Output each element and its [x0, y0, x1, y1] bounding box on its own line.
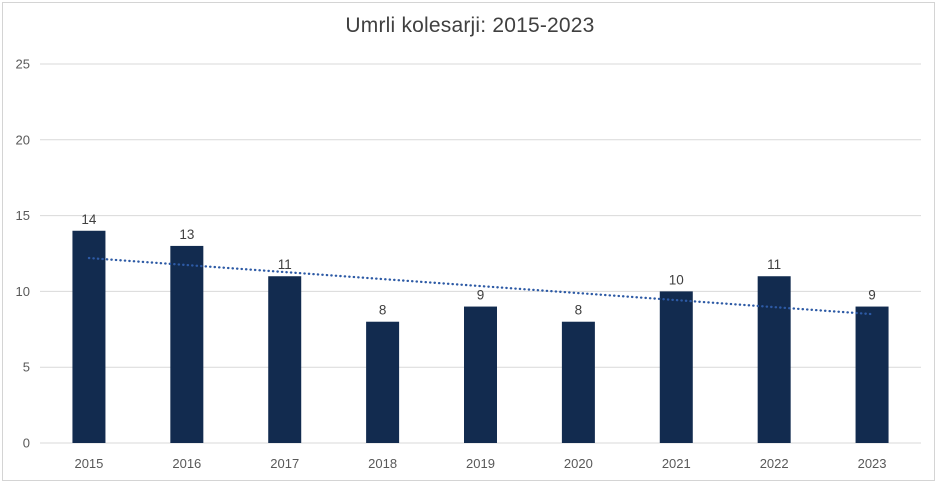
x-tick-label: 2015: [74, 456, 103, 471]
y-tick-label: 25: [16, 57, 30, 72]
bar: [268, 276, 302, 443]
bar-value-label: 8: [575, 303, 583, 318]
bar: [757, 276, 791, 443]
bar-value-label: 9: [868, 288, 876, 303]
bar-value-label: 10: [669, 272, 684, 287]
x-tick-label: 2021: [662, 456, 691, 471]
y-tick-label: 10: [16, 284, 30, 299]
x-tick-label: 2020: [564, 456, 593, 471]
chart-title: Umrli kolesarji: 2015-2023: [345, 14, 595, 37]
y-tick-label: 20: [16, 132, 30, 147]
bar-value-label: 14: [81, 212, 97, 227]
bar-value-label: 8: [379, 303, 387, 318]
x-tick-label: 2019: [466, 456, 495, 471]
y-tick-label: 5: [23, 360, 30, 375]
x-tick-label: 2022: [760, 456, 789, 471]
y-tick-label: 15: [16, 208, 30, 223]
x-tick-label: 2023: [858, 456, 887, 471]
bar: [72, 230, 106, 443]
bar: [561, 321, 595, 443]
trendline: [87, 256, 874, 316]
x-tick-label: 2016: [172, 456, 201, 471]
bar-value-label: 11: [278, 257, 292, 272]
bar-value-label: 11: [767, 257, 781, 272]
bar: [855, 306, 889, 443]
bar: [170, 245, 204, 443]
x-tick-label: 2017: [270, 456, 299, 471]
bar-value-label: 13: [179, 227, 194, 242]
bar: [366, 321, 400, 443]
bar: [659, 291, 693, 443]
bar-value-label: 9: [477, 288, 485, 303]
x-tick-label: 2018: [368, 456, 397, 471]
bar: [464, 306, 497, 443]
y-tick-label: 0: [23, 436, 30, 451]
